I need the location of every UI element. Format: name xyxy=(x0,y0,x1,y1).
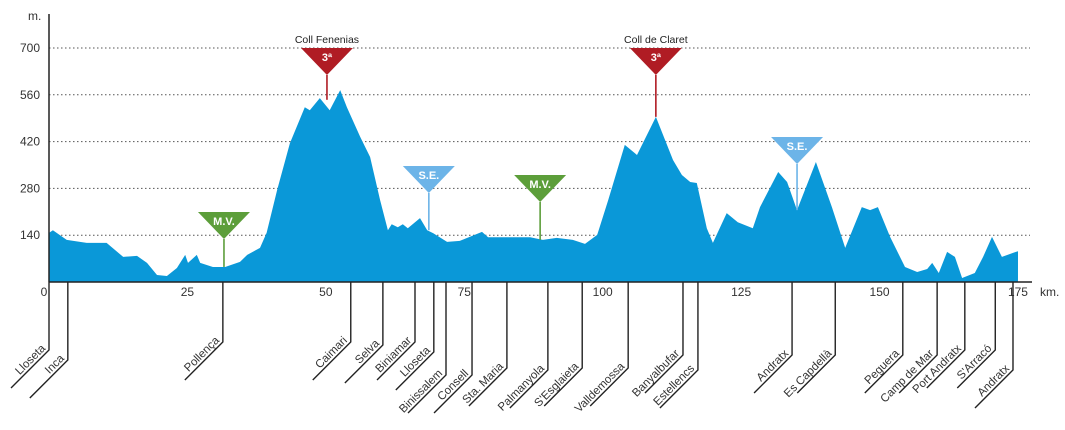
climb-name: Coll de Claret xyxy=(624,34,688,46)
y-tick-label: 140 xyxy=(20,228,40,242)
marker-mv: M.V. xyxy=(197,212,250,267)
town-leader-line xyxy=(864,282,904,394)
marker-climb: 3ª Coll de Claret xyxy=(624,34,688,117)
town-leader-line xyxy=(659,282,699,409)
marker-triangle-icon xyxy=(300,48,353,75)
marker-triangle-icon xyxy=(197,212,250,239)
x-tick-label: 0 xyxy=(41,285,48,299)
town-leader-line xyxy=(29,282,69,399)
marker-triangle-icon xyxy=(771,137,824,164)
town-marker: Estellencs xyxy=(652,282,699,409)
x-tick-label: 100 xyxy=(593,285,613,299)
marker-climb: 3ª Coll Fenenias xyxy=(295,34,359,100)
marker-triangle-icon xyxy=(514,175,567,202)
town-leader-line xyxy=(184,282,224,381)
y-tick-label: 420 xyxy=(20,135,40,149)
town-leader-line xyxy=(433,282,473,414)
town-label: Pollença xyxy=(182,334,222,374)
town-marker: Valldemossa xyxy=(573,282,629,415)
town-leader-line xyxy=(753,282,793,394)
town-leader-line xyxy=(543,282,583,407)
marker-label: 3ª xyxy=(651,52,662,64)
town-leader-line xyxy=(344,282,384,384)
y-axis-label: m. xyxy=(28,9,41,23)
marker-label: S.E. xyxy=(787,141,808,153)
marker-mv: M.V. xyxy=(514,175,567,240)
y-tick-label: 560 xyxy=(20,88,40,102)
town-leader-line xyxy=(898,282,938,394)
marker-triangle-icon xyxy=(629,48,682,75)
marker-label: M.V. xyxy=(529,179,551,191)
town-leader-line xyxy=(10,282,50,389)
town-leader-line xyxy=(926,282,966,389)
town-leader-line xyxy=(796,282,836,394)
x-tick-label: 25 xyxy=(181,285,195,299)
x-tick-label: 75 xyxy=(458,285,472,299)
marker-label: M.V. xyxy=(213,216,235,228)
x-tick-label: 50 xyxy=(319,285,333,299)
town-leader-line xyxy=(644,282,684,394)
marker-triangle-icon xyxy=(402,166,455,193)
town-leader-line xyxy=(589,282,629,407)
elevation-profile-area xyxy=(49,90,1018,282)
town-marker: S'Arracó xyxy=(955,282,996,389)
town-leader-line xyxy=(376,282,416,381)
town-label: Andratx xyxy=(755,347,792,384)
marker-label: 3ª xyxy=(322,52,333,64)
marker-se: S.E. xyxy=(402,166,455,231)
town-leader-line xyxy=(312,282,352,381)
axes xyxy=(48,14,1032,283)
y-tick-label: 280 xyxy=(20,181,40,195)
climb-name: Coll Fenenias xyxy=(295,34,359,46)
marker-label: S.E. xyxy=(418,170,439,182)
town-label: Lloseta xyxy=(13,342,48,377)
town-leader-line xyxy=(509,282,549,409)
town-leader-line xyxy=(395,282,435,391)
x-axis-label: km. xyxy=(1040,285,1059,299)
town-leader-line xyxy=(974,282,1014,409)
marker-se: S.E. xyxy=(771,137,824,211)
x-tick-label: 150 xyxy=(870,285,890,299)
town-marker: S'Esglaieta xyxy=(532,282,583,410)
town-label: Caimari xyxy=(313,335,350,372)
town-marker: Es Capdellà xyxy=(782,282,836,400)
town-leader-line xyxy=(956,282,996,389)
town-leader-line xyxy=(468,282,508,407)
x-tick-label: 175 xyxy=(1008,285,1028,299)
y-tick-label: 700 xyxy=(20,41,40,55)
town-leader-line xyxy=(407,282,447,414)
town-label: Andratx xyxy=(976,362,1013,399)
town-label: Sta. Maria xyxy=(460,360,506,406)
town-marker: Andratx xyxy=(753,282,793,394)
x-tick-label: 125 xyxy=(731,285,751,299)
town-marker: Sta. Maria xyxy=(460,282,508,407)
town-marker: Andratx xyxy=(974,282,1014,409)
markers: M.V. 3ª Coll Fenenias S.E. M.V. 3ª Coll de Cla… xyxy=(197,34,824,267)
